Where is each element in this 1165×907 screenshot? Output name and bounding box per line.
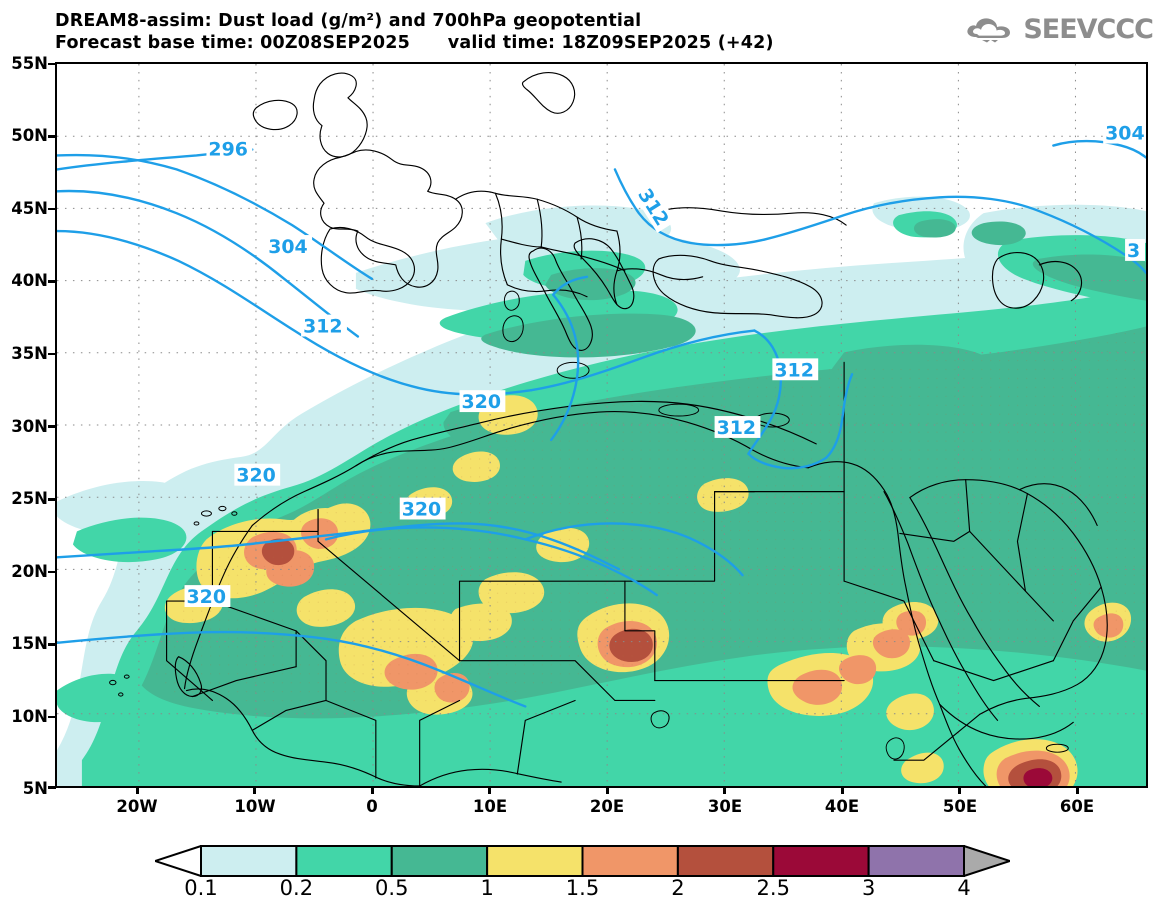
y-tick-mark — [48, 715, 56, 719]
colorbar-tick-label: 0.2 — [279, 876, 314, 900]
x-tick-label-60E: 60E — [1059, 797, 1095, 816]
colorbar-tick-label: 2.5 — [756, 876, 790, 900]
colorbar-under-arrow — [155, 845, 202, 877]
colorbar-tick-label: 0.1 — [184, 876, 218, 900]
y-tick-mark — [48, 643, 56, 646]
x-tick-label-20E: 20E — [589, 797, 625, 816]
coastline-borders — [109, 72, 1108, 786]
x-tick-mark — [606, 786, 609, 794]
svg-text:320: 320 — [462, 391, 502, 413]
colorbar-tick-labels: 0.1 0.2 0.5 1 1.5 2 2.5 3 4 — [155, 876, 1010, 906]
y-tick-label-55N: 55N — [11, 54, 48, 73]
colorbar-segment[interactable] — [581, 845, 679, 877]
colorbar-tick-label: 3 — [861, 876, 876, 900]
y-tick-label-10N: 10N — [11, 707, 48, 726]
x-tick-mark — [136, 786, 139, 794]
x-tick-mark — [1076, 786, 1079, 794]
chart-subtitle: Forecast base time: 00Z08SEP2025 valid t… — [55, 33, 774, 53]
y-tick-label-5N: 5N — [22, 779, 48, 798]
colorbar-tick-label: 4 — [957, 876, 971, 900]
geopotential-contours — [57, 139, 1146, 708]
colorbar-segment[interactable] — [676, 845, 775, 877]
y-tick-mark — [48, 62, 56, 65]
y-tick-label-50N: 50N — [11, 126, 48, 145]
x-tick-mark — [958, 786, 961, 794]
x-tick-mark — [371, 786, 374, 794]
y-tick-label-35N: 35N — [11, 344, 48, 363]
y-tick-mark — [48, 135, 56, 138]
svg-text:320: 320 — [236, 465, 276, 487]
y-tick-mark — [48, 352, 56, 356]
y-tick-label-30N: 30N — [11, 417, 48, 436]
map-canvas: 296 304 304 312 312 312 312 3 320 320 32… — [57, 64, 1146, 786]
y-tick-mark — [48, 786, 56, 789]
logo-text: SEEVCCC — [1023, 14, 1154, 45]
x-tick-mark — [723, 786, 726, 794]
colorbar-segment[interactable] — [390, 845, 489, 877]
page-title: DREAM8-assim: Dust load (g/m²) and 700hP… — [55, 11, 642, 31]
lat-lon-gridlines — [57, 64, 1146, 786]
y-tick-label-20N: 20N — [11, 562, 48, 581]
contour-label-group: 296 304 304 312 312 312 312 3 320 320 32… — [184, 121, 1146, 608]
y-tick-label-45N: 45N — [11, 199, 48, 218]
svg-text:304: 304 — [268, 236, 308, 258]
x-tick-label-30E: 30E — [707, 797, 743, 816]
x-tick-label-50E: 50E — [942, 797, 978, 816]
x-tick-mark — [253, 786, 256, 794]
colorbar-segment[interactable] — [772, 845, 870, 877]
colorbar-tick-label: 1 — [480, 876, 494, 900]
y-tick-mark — [48, 207, 56, 211]
y-tick-label-40N: 40N — [11, 271, 48, 290]
colorbar-swatches[interactable] — [155, 845, 1010, 877]
colorbar-segment[interactable] — [486, 845, 584, 877]
svg-text:320: 320 — [402, 499, 442, 521]
x-tick-mark — [841, 786, 844, 794]
svg-text:312: 312 — [717, 417, 757, 439]
colorbar-over-arrow — [963, 845, 1010, 877]
y-tick-label-15N: 15N — [11, 634, 48, 653]
y-tick-mark — [48, 280, 56, 283]
x-tick-label-10W: 10W — [234, 797, 276, 816]
dust-stipple-texture — [151, 326, 1146, 711]
x-tick-mark — [488, 786, 491, 794]
x-tick-label-20W: 20W — [116, 797, 158, 816]
y-tick-mark — [48, 425, 56, 428]
svg-text:312: 312 — [774, 359, 814, 381]
dust-layer-2p5 — [1023, 768, 1053, 786]
colorbar-tick-label: 1.5 — [565, 876, 600, 900]
x-tick-label-10E: 10E — [472, 797, 508, 816]
colorbar-segment[interactable] — [200, 845, 298, 877]
y-tick-mark — [48, 570, 56, 574]
svg-text:296: 296 — [208, 139, 248, 161]
svg-text:320: 320 — [187, 586, 227, 608]
y-tick-mark — [48, 498, 56, 501]
x-tick-label-40E: 40E — [824, 797, 860, 816]
svg-text:304: 304 — [1105, 123, 1145, 145]
colorbar-tick-label: 0.5 — [375, 876, 409, 900]
colorbar-tick-label: 2 — [671, 876, 685, 900]
colorbar-segment[interactable] — [295, 845, 393, 877]
svg-text:3: 3 — [1127, 240, 1140, 262]
colorbar[interactable]: 0.1 0.2 0.5 1 1.5 2 2.5 3 4 — [155, 845, 1010, 900]
x-tick-label-0: 0 — [366, 797, 378, 816]
map-plot-area[interactable]: 296 304 304 312 312 312 312 3 320 320 32… — [55, 62, 1148, 788]
y-tick-label-25N: 25N — [11, 489, 48, 508]
seevccc-logo: SEEVCCC — [964, 14, 1154, 45]
cloud-icon — [967, 17, 1011, 42]
colorbar-segment[interactable] — [867, 845, 965, 877]
chart-title-block: DREAM8-assim: Dust load (g/m²) and 700hP… — [55, 10, 955, 54]
svg-text:312: 312 — [303, 316, 343, 338]
